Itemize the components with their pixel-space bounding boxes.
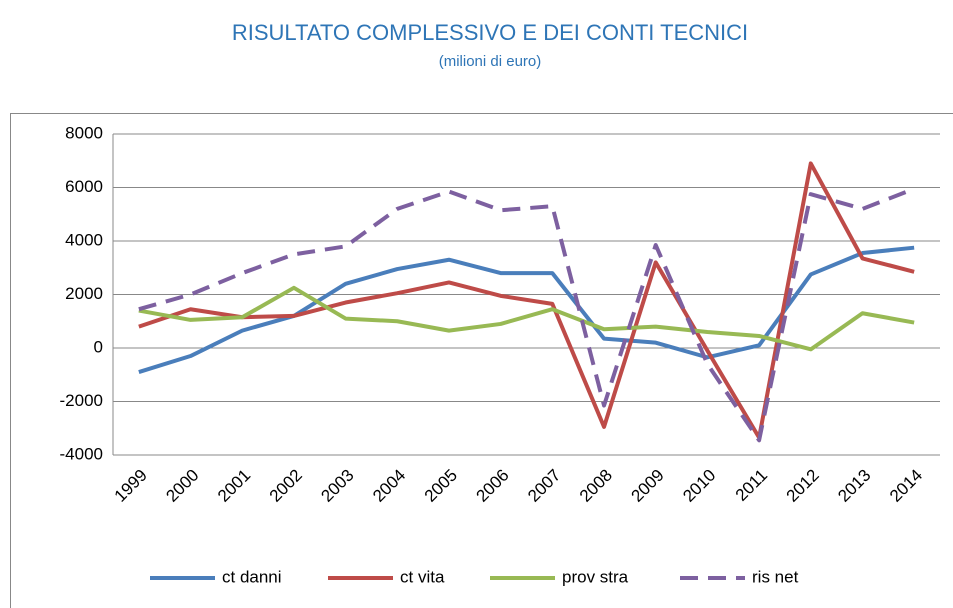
x-tick-label: 2014 [886,466,926,506]
x-tick-label: 2010 [679,466,719,506]
legend-label: prov stra [562,567,629,586]
x-tick-label: 2011 [732,466,771,505]
series-line [138,161,915,440]
y-tick-label: -4000 [60,444,103,463]
y-tick-label: 0 [94,337,103,356]
chart-subtitle: (milioni di euro) [439,53,542,70]
x-tick-label: 2013 [834,466,874,506]
x-tick-label: 2008 [576,466,616,506]
legend-label: ct danni [222,567,282,586]
x-tick-label: 2002 [266,466,306,506]
y-tick-label: -2000 [60,391,103,410]
series-line [138,285,915,352]
y-tick-label: 8000 [65,123,103,142]
series-line [138,186,915,443]
x-tick-label: 2006 [472,466,512,506]
x-tick-label: 2004 [369,466,409,506]
chart-title: RISULTATO COMPLESSIVO E DEI CONTI TECNIC… [232,20,748,45]
y-tick-label: 2000 [65,284,103,303]
x-tick-label: 2007 [524,466,564,506]
x-tick-label: 2001 [214,466,254,506]
legend-label: ris net [752,567,799,586]
x-tick-label: 2009 [628,466,668,506]
y-tick-label: 6000 [65,177,103,196]
x-tick-label: 2005 [421,466,461,506]
x-tick-label: 2000 [162,466,202,506]
chart-frame [10,113,953,608]
x-tick-label: 2003 [317,466,357,506]
x-tick-label: 2012 [783,466,823,506]
y-tick-label: 4000 [65,230,103,249]
legend-label: ct vita [400,567,445,586]
x-tick-label: 1999 [111,466,151,506]
